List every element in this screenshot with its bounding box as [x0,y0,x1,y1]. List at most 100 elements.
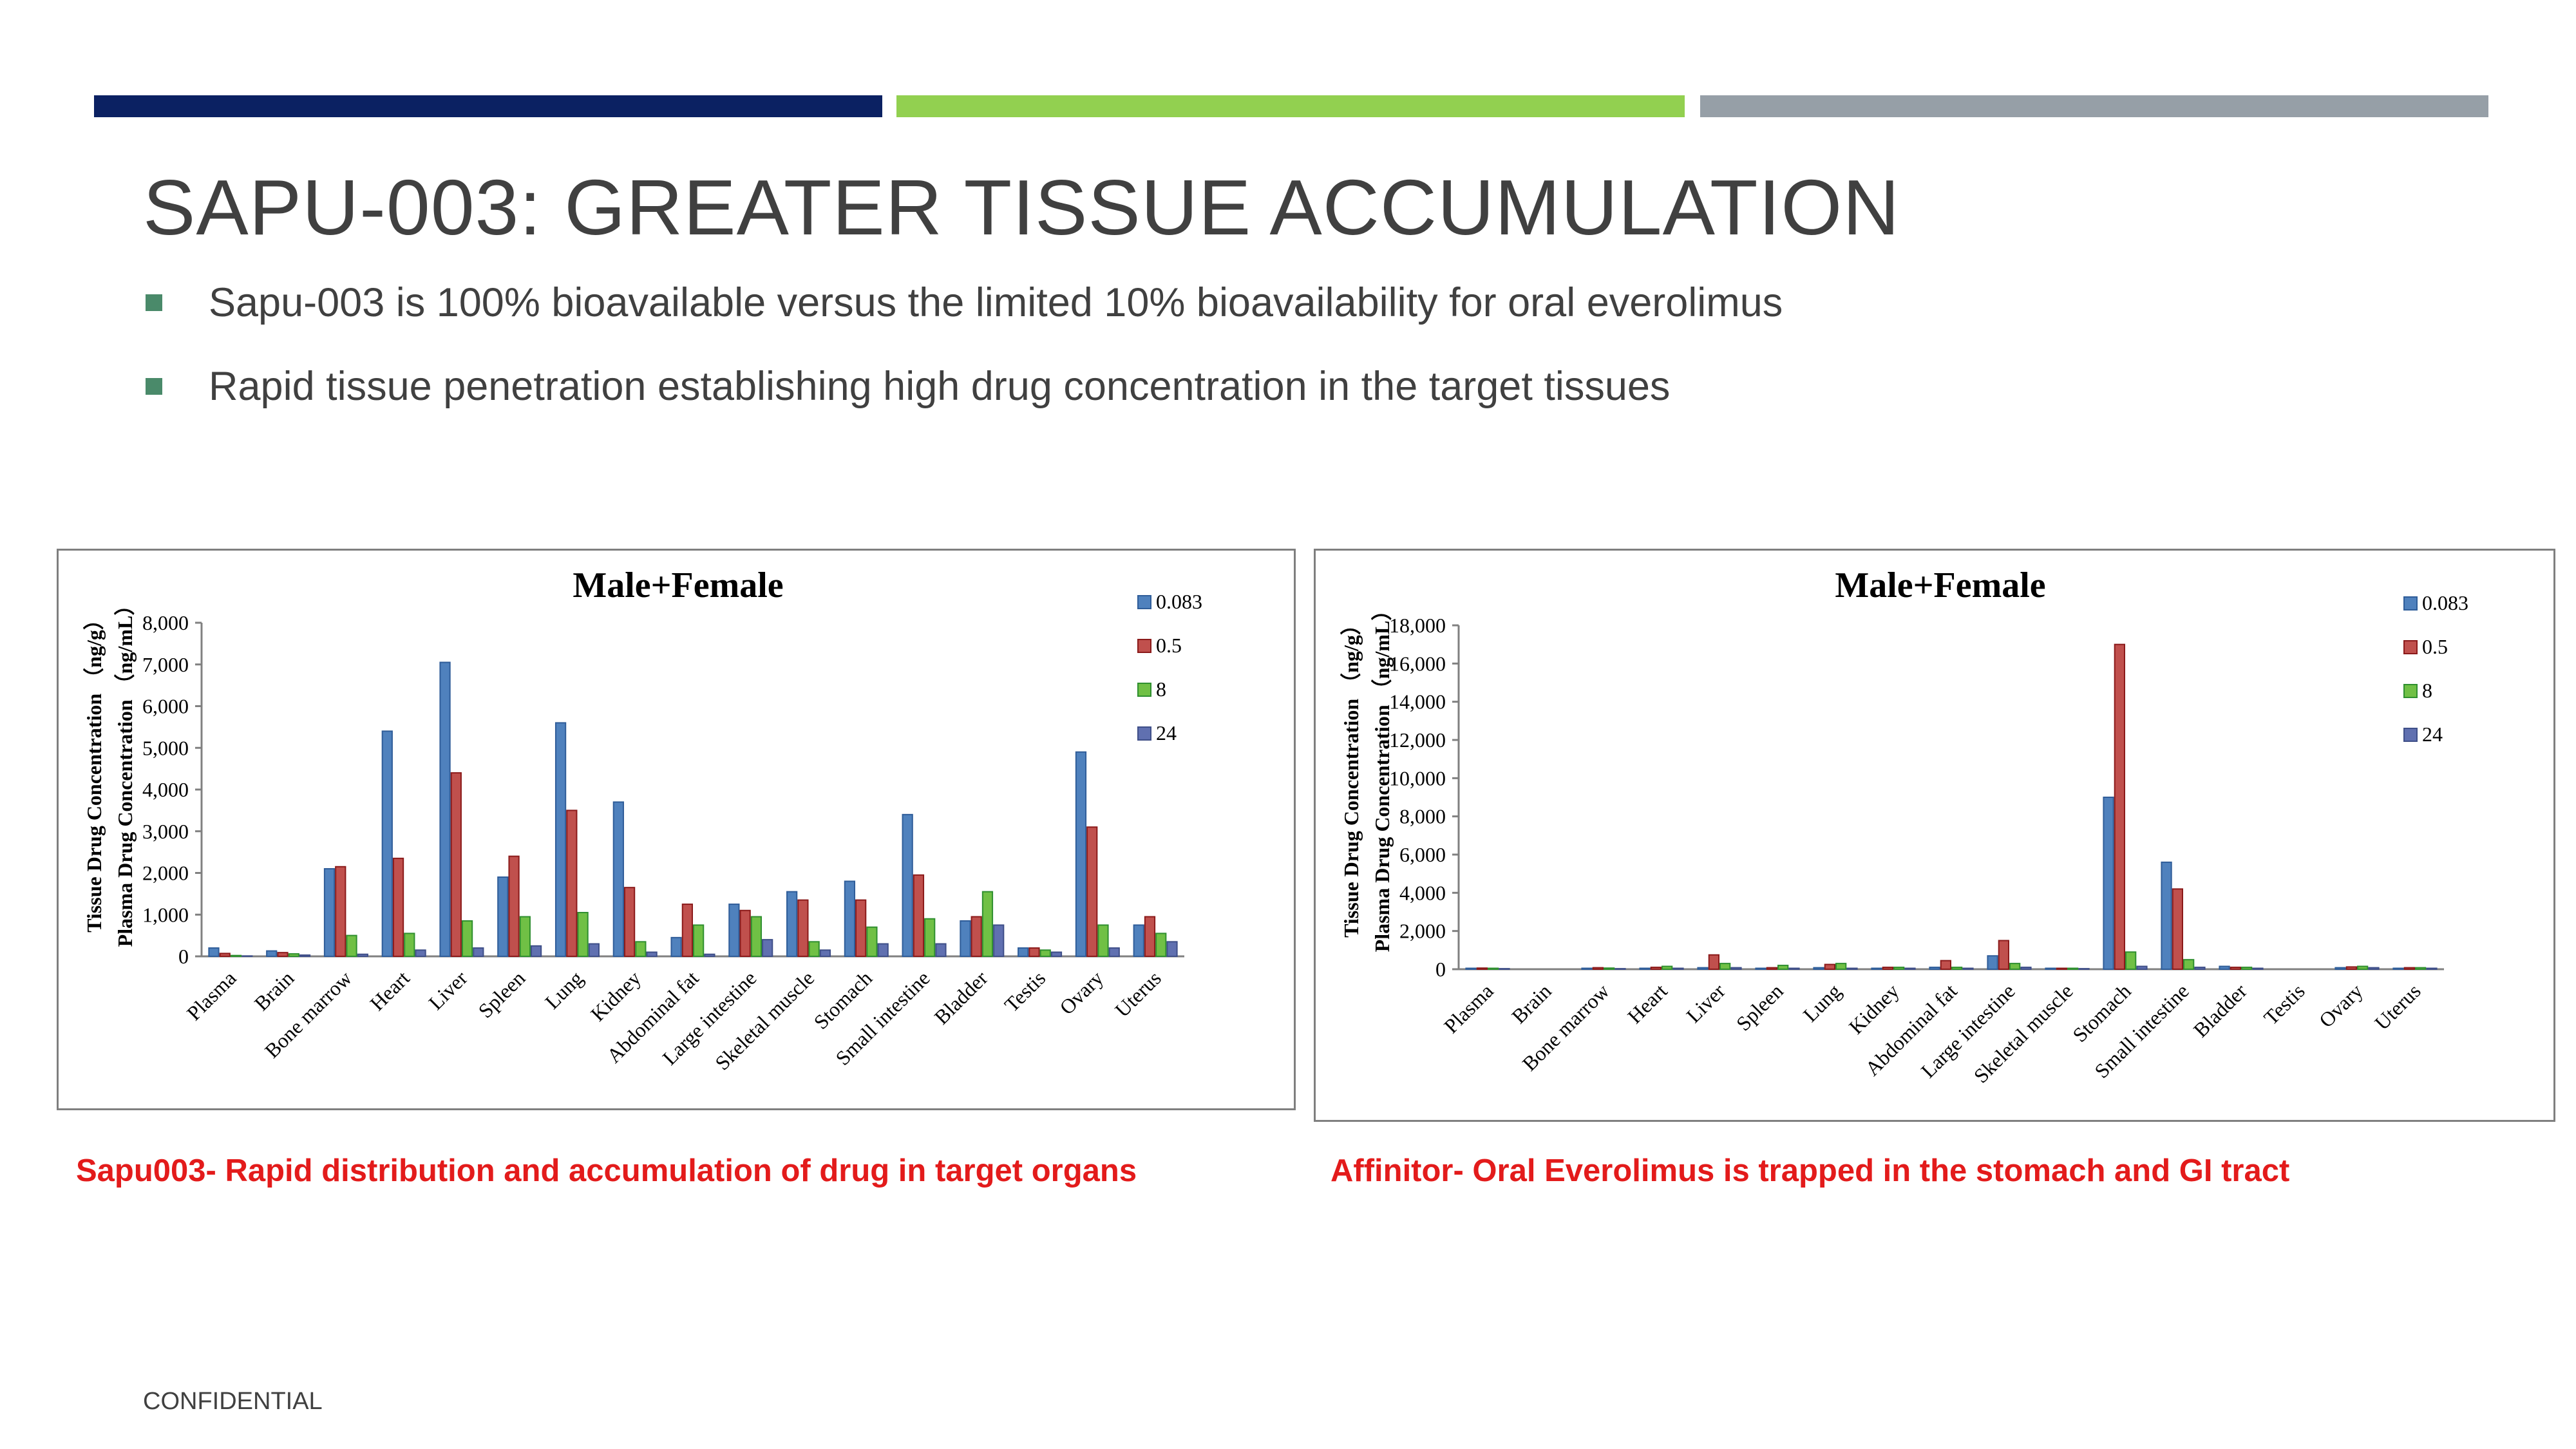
x-tick-label: Skeletal muscle [710,966,819,1074]
bar-0_5 [392,857,404,957]
bar-0_5 [1940,960,1952,971]
y-axis-label: Tissue Drug Concentration （ng/g） [1340,614,1363,938]
legend-swatch [2403,640,2418,654]
legend-label: 24 [2422,723,2443,746]
y-tick-label: 8,000 [1399,805,1446,828]
bar-8 [924,918,936,957]
chart-title: Male+Female [573,565,783,605]
bar-0_5 [1028,947,1040,957]
legend-label: 0.083 [1156,590,1202,613]
bar-8 [1951,967,1963,970]
bar-8 [1835,963,1847,970]
bar-8 [1604,967,1615,970]
legend-swatch [2403,728,2418,742]
bar-0_083 [439,661,451,957]
bar-0_083 [1133,924,1144,957]
x-tick-label: Ovary [2315,979,2367,1032]
x-tick-label: Lung [1799,979,1846,1026]
bar-8 [519,916,531,957]
bar-8 [981,891,994,958]
bar-8 [461,920,473,958]
bar-0_083 [728,904,740,957]
x-tick-label: Skeletal muscle [1969,979,2078,1087]
y-tick-label: 5,000 [142,736,189,759]
y-tick-label: 14,000 [1389,690,1446,714]
bar-0_5 [508,855,520,957]
bar-8 [866,926,878,957]
x-tick-label: Ovary [1055,966,1108,1019]
y-axis-label: Tissue Drug Concentration （ng/g） [82,609,106,933]
legend-swatch [1137,683,1151,697]
y-tick-label: 2,000 [142,862,189,885]
legend-swatch [2403,684,2418,698]
bullet-text: Sapu-003 is 100% bioavailable versus the… [209,280,1783,325]
bar-0_083 [554,722,567,957]
bar-24 [2020,967,2032,970]
bar-0_5 [797,899,809,958]
bar-8 [1155,933,1167,958]
bar-0_5 [335,866,346,957]
bar-8 [2125,951,2137,970]
y-axis-label: Plasma Drug Concentration （ng/mL） [1370,600,1394,952]
bar-0_5 [2403,967,2415,970]
legend-swatch [1137,595,1151,609]
y-tick-label: 2,000 [1399,920,1446,943]
bar-8 [693,924,705,957]
bar-0_083 [670,936,682,957]
bar-0_5 [971,916,982,957]
bar-8 [1777,965,1789,970]
bar-24 [819,949,831,957]
bar-24 [1730,967,1742,970]
x-tick-label: Bladder [929,966,992,1028]
x-tick-label: Spleen [473,966,529,1022]
bar-8 [808,941,820,958]
x-tick-label: Liver [424,966,472,1014]
bar-0_5 [2345,966,2357,971]
bar-0_5 [1592,967,1604,970]
bar-0_083 [2334,967,2346,970]
legend-label: 0.5 [2422,635,2448,658]
bar-24 [2136,965,2148,970]
bar-24 [1050,951,1063,958]
x-tick-label: Uterus [2370,979,2425,1034]
bar-0_5 [1650,967,1662,970]
bullet-item: Sapu-003 is 100% bioavailable versus the… [146,277,1783,328]
bar-24 [646,951,658,958]
bar-0_083 [1813,967,1824,970]
bar-0_083 [381,730,393,957]
bar-24 [415,949,426,957]
y-tick-label: 0 [178,945,189,968]
bar-0_5 [219,952,231,958]
bar-0_5 [277,952,289,957]
bar-24 [935,943,947,958]
bar-0_083 [1929,967,1940,970]
bar-8 [577,912,589,958]
bar-0_083 [266,950,278,958]
bar-0_5 [739,909,751,958]
bar-8 [288,953,299,957]
bar-8 [2241,967,2253,970]
bar-0_5 [1766,967,1778,970]
chart-title: Male+Female [1835,565,2045,605]
bar-8 [346,934,357,957]
x-tick-label: Plasma [182,966,241,1025]
legend-swatch [2403,596,2418,611]
bar-8 [2009,963,2021,970]
bar-8 [2357,965,2369,970]
x-tick-label: Testis [999,966,1050,1016]
header-strip-gray [1700,95,2488,117]
bar-0_5 [450,772,462,957]
bar-8 [1893,967,1905,970]
x-tick-label: Liver [1681,979,1730,1027]
bar-0_083 [1697,967,1709,970]
y-tick-label: 7,000 [142,653,189,676]
bar-24 [588,943,600,958]
bullet-square-icon [146,378,162,395]
bar-chart-affinitor: Male+Female 0 2,000 4,000 6,000 8,000 10,000 12… [1340,565,2468,1088]
bar-24 [1108,947,1120,957]
bar-0_083 [2219,965,2230,970]
bar-0_5 [913,874,925,957]
bar-0_083 [2161,861,2172,970]
y-tick-label: 10,000 [1389,766,1446,790]
y-tick-label: 12,000 [1389,728,1446,752]
